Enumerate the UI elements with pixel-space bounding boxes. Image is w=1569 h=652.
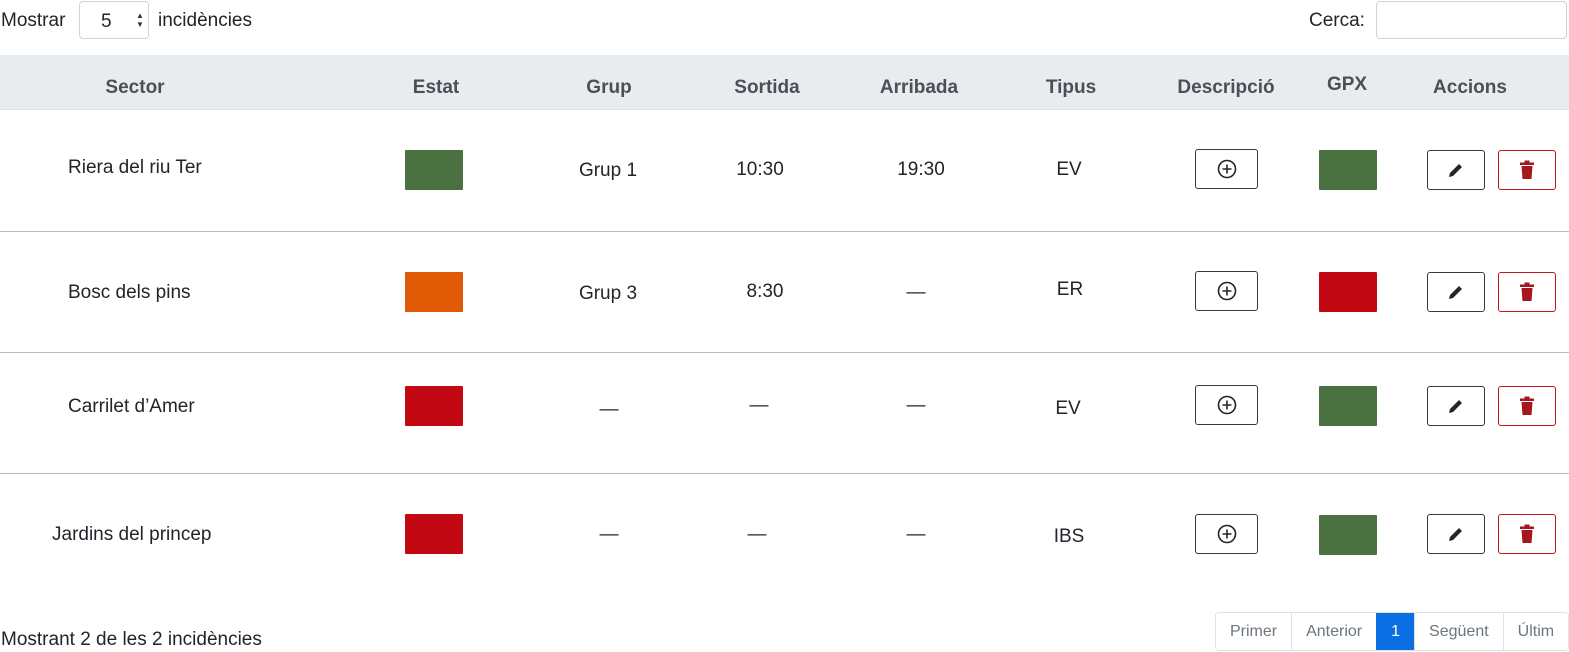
page-size-select[interactable]: 5 ▲ ▼ — [79, 1, 149, 39]
table-header — [0, 55, 1569, 110]
add-description-button[interactable] — [1195, 514, 1258, 554]
page-size-value: 5 — [101, 11, 112, 32]
gpx-indicator[interactable] — [1319, 150, 1377, 190]
row-divider — [0, 352, 1569, 353]
delete-button[interactable] — [1498, 514, 1556, 554]
trash-icon — [1520, 524, 1534, 543]
cell-sector: Riera del riu Ter — [68, 157, 202, 178]
delete-button[interactable] — [1498, 150, 1556, 190]
cell-grup: Grup 3 — [578, 283, 638, 304]
cell-sector: Bosc dels pins — [68, 282, 191, 303]
column-header-estat[interactable]: Estat — [412, 77, 460, 98]
cell-tipus: EV — [1056, 159, 1082, 180]
cell-sortida: — — [747, 524, 767, 545]
pencil-icon — [1449, 527, 1463, 541]
status-indicator — [405, 272, 463, 312]
trash-icon — [1520, 282, 1534, 301]
row-divider — [0, 231, 1569, 232]
edit-button[interactable] — [1427, 272, 1485, 312]
cell-tipus: ER — [1056, 279, 1084, 300]
table-info: Mostrant 2 de les 2 incidències — [1, 629, 262, 650]
edit-button[interactable] — [1427, 150, 1485, 190]
column-header-grup[interactable]: Grup — [586, 77, 632, 98]
page-next-button[interactable]: Següent — [1414, 613, 1503, 650]
pencil-icon — [1449, 285, 1463, 299]
show-label: Mostrar — [1, 10, 66, 31]
gpx-indicator[interactable] — [1319, 386, 1377, 426]
gpx-indicator[interactable] — [1319, 272, 1377, 312]
row-divider — [0, 473, 1569, 474]
cell-arribada: — — [906, 282, 926, 303]
cell-sortida: 10:30 — [736, 159, 784, 180]
add-description-button[interactable] — [1195, 271, 1258, 311]
cell-sortida: — — [749, 395, 769, 416]
cell-arribada: — — [906, 524, 926, 545]
trash-icon — [1520, 396, 1534, 415]
delete-button[interactable] — [1498, 272, 1556, 312]
status-indicator — [405, 386, 463, 426]
select-arrows-icon: ▲ ▼ — [136, 11, 144, 29]
status-indicator — [405, 150, 463, 190]
column-header-sector[interactable]: Sector — [105, 77, 165, 98]
cell-sector: Jardins del princep — [52, 524, 212, 545]
cell-sortida: 8:30 — [746, 281, 784, 302]
page-previous-button[interactable]: Anterior — [1291, 613, 1377, 650]
edit-button[interactable] — [1427, 514, 1485, 554]
page-last-button[interactable]: Últim — [1502, 613, 1569, 650]
page-number-button[interactable]: 1 — [1376, 613, 1415, 650]
cell-grup: Grup 1 — [578, 160, 638, 181]
add-description-button[interactable] — [1195, 385, 1258, 425]
page-first-button[interactable]: Primer — [1216, 613, 1292, 650]
column-header-tipus[interactable]: Tipus — [1045, 77, 1097, 98]
gpx-indicator[interactable] — [1319, 515, 1377, 555]
pencil-icon — [1449, 399, 1463, 413]
column-header-descripcio[interactable]: Descripció — [1177, 77, 1275, 98]
trash-icon — [1520, 160, 1534, 179]
cell-grup: — — [599, 399, 619, 420]
cell-arribada: 19:30 — [897, 159, 945, 180]
add-circle-icon — [1217, 281, 1236, 301]
pagination: Primer Anterior 1 Següent Últim — [1215, 612, 1569, 651]
column-header-sortida[interactable]: Sortida — [734, 77, 800, 98]
cell-tipus: IBS — [1053, 526, 1085, 547]
cell-tipus: EV — [1055, 398, 1081, 419]
edit-button[interactable] — [1427, 386, 1485, 426]
cell-grup: — — [599, 524, 619, 545]
column-header-gpx[interactable]: GPX — [1326, 74, 1368, 95]
status-indicator — [405, 514, 463, 554]
column-header-accions: Accions — [1433, 77, 1507, 98]
cell-arribada: — — [906, 395, 926, 416]
delete-button[interactable] — [1498, 386, 1556, 426]
search-label: Cerca: — [1309, 10, 1365, 31]
column-header-arribada[interactable]: Arribada — [879, 77, 959, 98]
entries-label: incidències — [158, 10, 252, 31]
add-circle-icon — [1217, 395, 1236, 415]
cell-sector: Carrilet d’Amer — [68, 396, 195, 417]
pencil-icon — [1449, 163, 1463, 177]
add-description-button[interactable] — [1195, 149, 1258, 189]
add-circle-icon — [1217, 159, 1236, 179]
search-input[interactable] — [1376, 1, 1567, 39]
add-circle-icon — [1217, 524, 1236, 544]
